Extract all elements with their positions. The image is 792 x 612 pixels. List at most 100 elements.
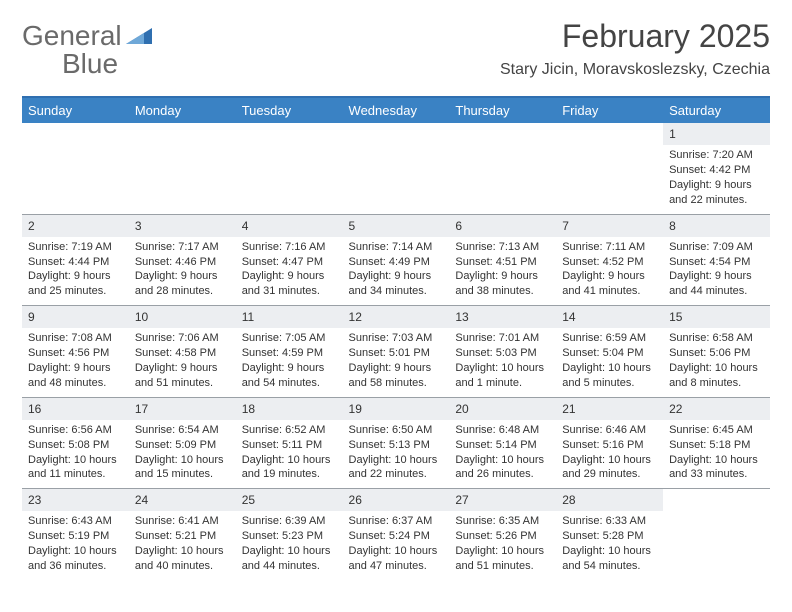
day-number: 12 — [343, 306, 450, 328]
day-number: 16 — [22, 398, 129, 420]
day-number: 4 — [236, 215, 343, 237]
day-header: Sunday — [22, 97, 129, 123]
sunset-text: Sunset: 5:13 PM — [349, 438, 444, 453]
calendar-cell: 6Sunrise: 7:13 AMSunset: 4:51 PMDaylight… — [449, 214, 556, 306]
day-number: 23 — [22, 489, 129, 511]
day-header: Thursday — [449, 97, 556, 123]
daylight-text: Daylight: 9 hours and 38 minutes. — [455, 269, 550, 299]
day-header: Saturday — [663, 97, 770, 123]
calendar-cell: 10Sunrise: 7:06 AMSunset: 4:58 PMDayligh… — [129, 306, 236, 398]
daylight-text: Daylight: 9 hours and 34 minutes. — [349, 269, 444, 299]
calendar-cell: 17Sunrise: 6:54 AMSunset: 5:09 PMDayligh… — [129, 397, 236, 489]
sunset-text: Sunset: 5:06 PM — [669, 346, 764, 361]
day-body: Sunrise: 7:03 AMSunset: 5:01 PMDaylight:… — [343, 328, 450, 396]
logo-text: General Blue — [22, 22, 122, 78]
daylight-text: Daylight: 10 hours and 15 minutes. — [135, 453, 230, 483]
calendar-cell: 1Sunrise: 7:20 AMSunset: 4:42 PMDaylight… — [663, 123, 770, 214]
logo-mark-icon — [126, 26, 154, 46]
day-body: Sunrise: 7:11 AMSunset: 4:52 PMDaylight:… — [556, 237, 663, 305]
calendar-cell: 2Sunrise: 7:19 AMSunset: 4:44 PMDaylight… — [22, 214, 129, 306]
sunset-text: Sunset: 5:01 PM — [349, 346, 444, 361]
day-body: Sunrise: 7:16 AMSunset: 4:47 PMDaylight:… — [236, 237, 343, 305]
sunrise-text: Sunrise: 6:41 AM — [135, 514, 230, 529]
sunset-text: Sunset: 5:18 PM — [669, 438, 764, 453]
sunrise-text: Sunrise: 6:56 AM — [28, 423, 123, 438]
calendar-cell: 20Sunrise: 6:48 AMSunset: 5:14 PMDayligh… — [449, 397, 556, 489]
logo-word-blue: Blue — [62, 48, 118, 79]
calendar-cell: 12Sunrise: 7:03 AMSunset: 5:01 PMDayligh… — [343, 306, 450, 398]
day-body: Sunrise: 6:33 AMSunset: 5:28 PMDaylight:… — [556, 511, 663, 579]
daylight-text: Daylight: 10 hours and 5 minutes. — [562, 361, 657, 391]
day-body: Sunrise: 7:08 AMSunset: 4:56 PMDaylight:… — [22, 328, 129, 396]
calendar-cell: 16Sunrise: 6:56 AMSunset: 5:08 PMDayligh… — [22, 397, 129, 489]
day-number: 9 — [22, 306, 129, 328]
daylight-text: Daylight: 10 hours and 29 minutes. — [562, 453, 657, 483]
day-body: Sunrise: 6:50 AMSunset: 5:13 PMDaylight:… — [343, 420, 450, 488]
sunrise-text: Sunrise: 7:16 AM — [242, 240, 337, 255]
calendar-row: 2Sunrise: 7:19 AMSunset: 4:44 PMDaylight… — [22, 214, 770, 306]
daylight-text: Daylight: 9 hours and 54 minutes. — [242, 361, 337, 391]
day-number: 28 — [556, 489, 663, 511]
logo-word-general: General — [22, 20, 122, 51]
sunset-text: Sunset: 5:23 PM — [242, 529, 337, 544]
calendar-cell — [556, 123, 663, 214]
day-body: Sunrise: 6:54 AMSunset: 5:09 PMDaylight:… — [129, 420, 236, 488]
calendar-cell — [343, 123, 450, 214]
calendar-cell: 4Sunrise: 7:16 AMSunset: 4:47 PMDaylight… — [236, 214, 343, 306]
day-header: Monday — [129, 97, 236, 123]
sunrise-text: Sunrise: 7:17 AM — [135, 240, 230, 255]
day-body: Sunrise: 6:41 AMSunset: 5:21 PMDaylight:… — [129, 511, 236, 579]
calendar-cell: 22Sunrise: 6:45 AMSunset: 5:18 PMDayligh… — [663, 397, 770, 489]
calendar-cell — [129, 123, 236, 214]
calendar-cell — [663, 489, 770, 580]
sunset-text: Sunset: 4:56 PM — [28, 346, 123, 361]
title-block: February 2025 Stary Jicin, Moravskoslezs… — [500, 18, 770, 79]
sunrise-text: Sunrise: 6:37 AM — [349, 514, 444, 529]
calendar-cell: 11Sunrise: 7:05 AMSunset: 4:59 PMDayligh… — [236, 306, 343, 398]
day-body: Sunrise: 7:01 AMSunset: 5:03 PMDaylight:… — [449, 328, 556, 396]
day-number: 27 — [449, 489, 556, 511]
logo: General Blue — [22, 22, 154, 78]
daylight-text: Daylight: 9 hours and 44 minutes. — [669, 269, 764, 299]
calendar-cell: 28Sunrise: 6:33 AMSunset: 5:28 PMDayligh… — [556, 489, 663, 580]
daylight-text: Daylight: 9 hours and 58 minutes. — [349, 361, 444, 391]
day-header: Wednesday — [343, 97, 450, 123]
sunset-text: Sunset: 5:08 PM — [28, 438, 123, 453]
day-number: 14 — [556, 306, 663, 328]
day-body: Sunrise: 7:13 AMSunset: 4:51 PMDaylight:… — [449, 237, 556, 305]
sunset-text: Sunset: 5:04 PM — [562, 346, 657, 361]
calendar-cell — [236, 123, 343, 214]
daylight-text: Daylight: 9 hours and 51 minutes. — [135, 361, 230, 391]
day-number: 15 — [663, 306, 770, 328]
calendar-cell: 7Sunrise: 7:11 AMSunset: 4:52 PMDaylight… — [556, 214, 663, 306]
sunset-text: Sunset: 4:44 PM — [28, 255, 123, 270]
day-header: Tuesday — [236, 97, 343, 123]
sunrise-text: Sunrise: 6:52 AM — [242, 423, 337, 438]
day-number: 17 — [129, 398, 236, 420]
sunset-text: Sunset: 5:24 PM — [349, 529, 444, 544]
day-body: Sunrise: 6:35 AMSunset: 5:26 PMDaylight:… — [449, 511, 556, 579]
calendar-row: 9Sunrise: 7:08 AMSunset: 4:56 PMDaylight… — [22, 306, 770, 398]
sunrise-text: Sunrise: 6:46 AM — [562, 423, 657, 438]
daylight-text: Daylight: 10 hours and 51 minutes. — [455, 544, 550, 574]
sunrise-text: Sunrise: 7:06 AM — [135, 331, 230, 346]
daylight-text: Daylight: 10 hours and 36 minutes. — [28, 544, 123, 574]
daylight-text: Daylight: 10 hours and 54 minutes. — [562, 544, 657, 574]
day-number: 24 — [129, 489, 236, 511]
calendar-cell: 27Sunrise: 6:35 AMSunset: 5:26 PMDayligh… — [449, 489, 556, 580]
sunrise-text: Sunrise: 6:54 AM — [135, 423, 230, 438]
day-body: Sunrise: 6:45 AMSunset: 5:18 PMDaylight:… — [663, 420, 770, 488]
sunrise-text: Sunrise: 6:45 AM — [669, 423, 764, 438]
calendar-cell: 5Sunrise: 7:14 AMSunset: 4:49 PMDaylight… — [343, 214, 450, 306]
sunset-text: Sunset: 5:26 PM — [455, 529, 550, 544]
sunrise-text: Sunrise: 6:39 AM — [242, 514, 337, 529]
day-number: 20 — [449, 398, 556, 420]
sunrise-text: Sunrise: 7:03 AM — [349, 331, 444, 346]
sunrise-text: Sunrise: 7:09 AM — [669, 240, 764, 255]
sunset-text: Sunset: 4:49 PM — [349, 255, 444, 270]
day-number: 13 — [449, 306, 556, 328]
sunset-text: Sunset: 5:03 PM — [455, 346, 550, 361]
day-number: 3 — [129, 215, 236, 237]
day-body: Sunrise: 6:48 AMSunset: 5:14 PMDaylight:… — [449, 420, 556, 488]
calendar-row: 23Sunrise: 6:43 AMSunset: 5:19 PMDayligh… — [22, 489, 770, 580]
